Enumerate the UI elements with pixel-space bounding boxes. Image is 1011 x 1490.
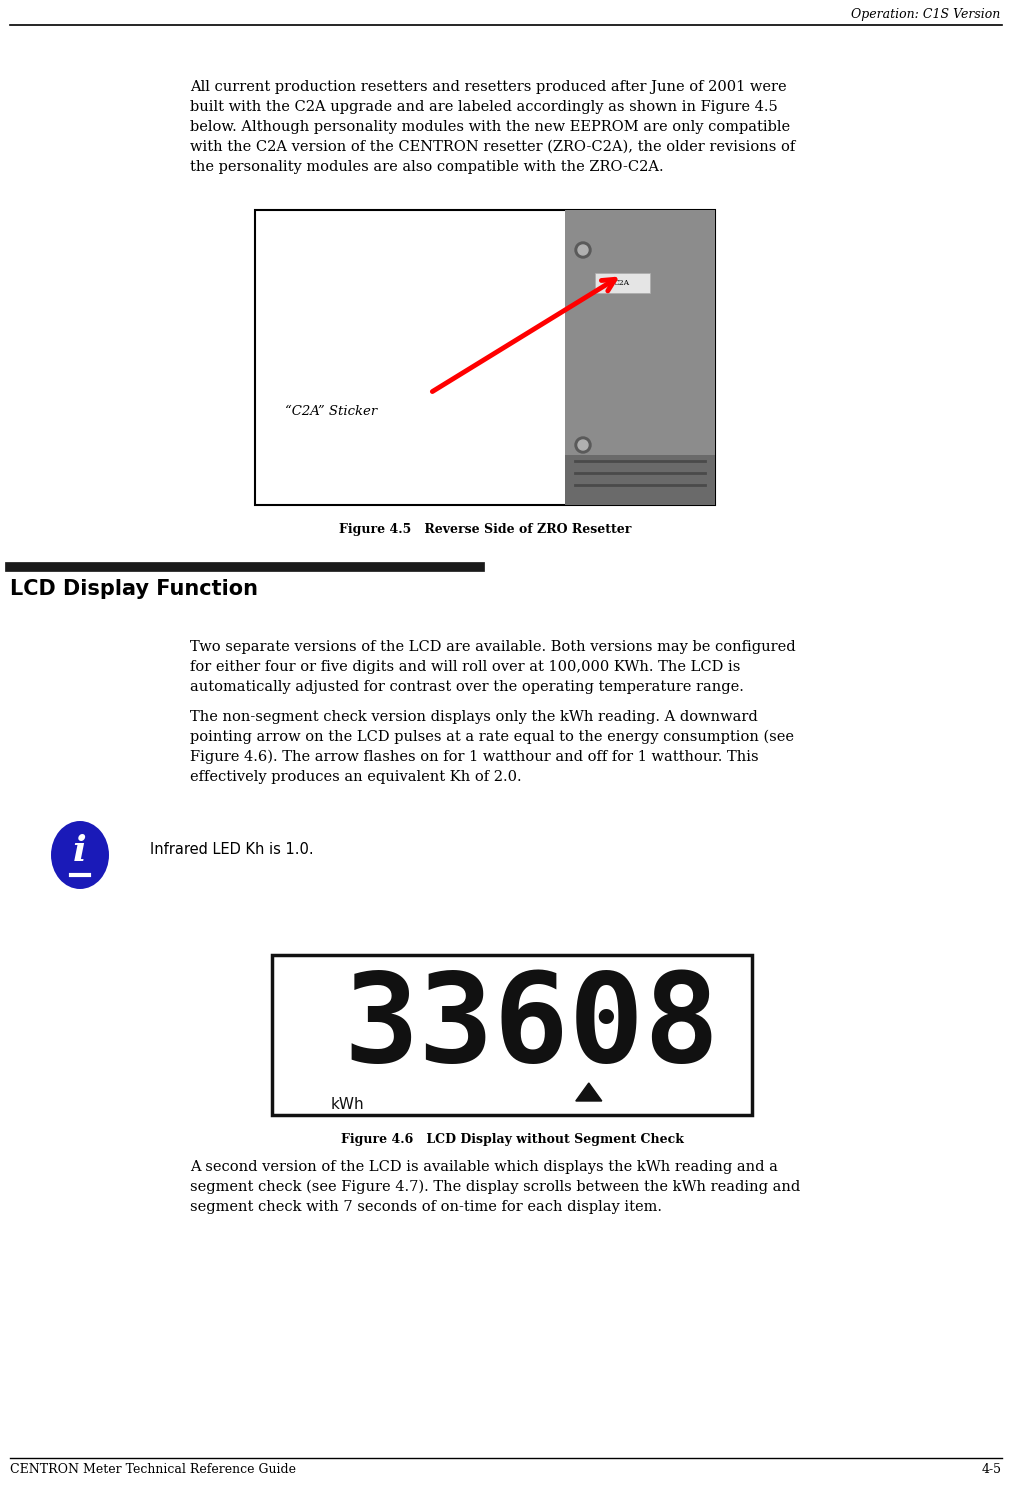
Text: effectively produces an equivalent Kh of 2.0.: effectively produces an equivalent Kh of…	[190, 770, 521, 784]
Ellipse shape	[51, 821, 109, 890]
Text: below. Although personality modules with the new EEPROM are only compatible: below. Although personality modules with…	[190, 121, 790, 134]
Text: Operation: C1S Version: Operation: C1S Version	[850, 7, 999, 21]
Text: Figure 4.5   Reverse Side of ZRO Resetter: Figure 4.5 Reverse Side of ZRO Resetter	[339, 523, 631, 536]
Bar	[272, 955, 751, 1115]
Text: 33608: 33608	[343, 967, 719, 1088]
Text: pointing arrow on the LCD pulses at a rate equal to the energy consumption (see: pointing arrow on the LCD pulses at a ra…	[190, 730, 794, 745]
Text: Figure 4.6   LCD Display without Segment Check: Figure 4.6 LCD Display without Segment C…	[341, 1132, 682, 1146]
Circle shape	[577, 244, 587, 255]
Circle shape	[574, 437, 590, 453]
Text: Two separate versions of the LCD are available. Both versions may be configured: Two separate versions of the LCD are ava…	[190, 641, 795, 654]
Text: Figure 4.6). The arrow flashes on for 1 watthour and off for 1 watthour. This: Figure 4.6). The arrow flashes on for 1 …	[190, 749, 758, 764]
Text: LCD Display Function: LCD Display Function	[10, 580, 258, 599]
Bar	[564, 210, 715, 505]
Text: i: i	[73, 834, 87, 869]
Text: 4-5: 4-5	[981, 1463, 1001, 1477]
Text: The non-segment check version displays only the kWh reading. A downward: The non-segment check version displays o…	[190, 711, 757, 724]
Text: kWh: kWh	[330, 1097, 363, 1112]
Text: A second version of the LCD is available which displays the kWh reading and a: A second version of the LCD is available…	[190, 1161, 777, 1174]
Bar	[564, 454, 715, 505]
Text: C2A: C2A	[614, 279, 630, 288]
Circle shape	[577, 440, 587, 450]
Text: Infrared LED Kh is 1.0.: Infrared LED Kh is 1.0.	[150, 842, 313, 858]
Polygon shape	[575, 1083, 602, 1101]
Text: automatically adjusted for contrast over the operating temperature range.: automatically adjusted for contrast over…	[190, 679, 743, 694]
Bar	[255, 210, 715, 505]
Text: built with the C2A upgrade and are labeled accordingly as shown in Figure 4.5: built with the C2A upgrade and are label…	[190, 100, 777, 115]
Text: “C2A” Sticker: “C2A” Sticker	[285, 405, 377, 419]
Text: segment check (see Figure 4.7). The display scrolls between the kWh reading and: segment check (see Figure 4.7). The disp…	[190, 1180, 800, 1195]
Text: CENTRON Meter Technical Reference Guide: CENTRON Meter Technical Reference Guide	[10, 1463, 295, 1477]
Text: for either four or five digits and will roll over at 100,000 KWh. The LCD is: for either four or five digits and will …	[190, 660, 740, 673]
Text: segment check with 7 seconds of on-time for each display item.: segment check with 7 seconds of on-time …	[190, 1199, 661, 1214]
Bar	[594, 273, 649, 294]
Text: the personality modules are also compatible with the ZRO-C2A.: the personality modules are also compati…	[190, 159, 663, 174]
Circle shape	[574, 241, 590, 258]
Text: with the C2A version of the CENTRON resetter (ZRO-C2A), the older revisions of: with the C2A version of the CENTRON rese…	[190, 140, 795, 153]
Text: All current production resetters and resetters produced after June of 2001 were: All current production resetters and res…	[190, 80, 786, 94]
